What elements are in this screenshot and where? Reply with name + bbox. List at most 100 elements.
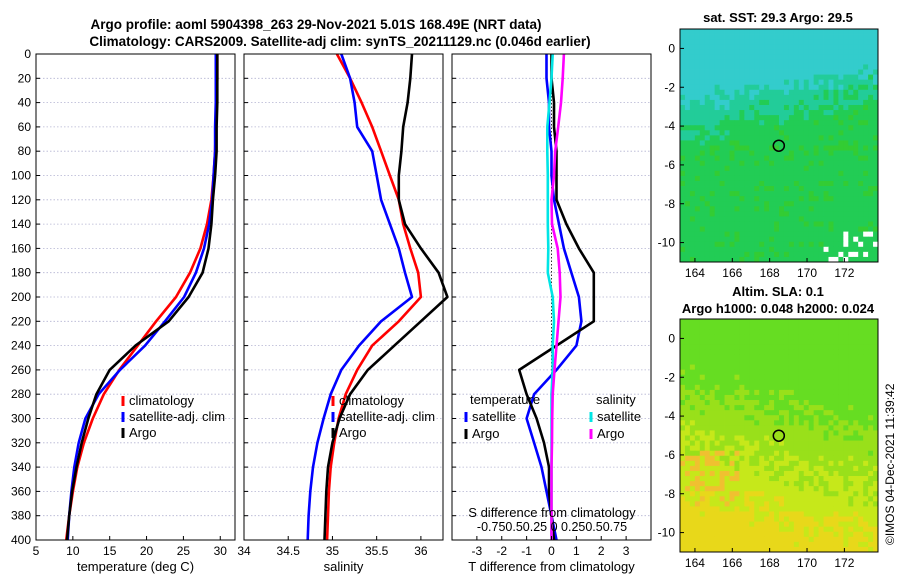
heatmap-cell bbox=[793, 491, 800, 497]
heatmap-cell bbox=[848, 160, 854, 167]
heatmap-cell bbox=[759, 246, 765, 253]
heatmap-cell bbox=[734, 84, 740, 91]
heatmap-cell bbox=[729, 400, 735, 406]
heatmap-cell bbox=[729, 155, 735, 162]
heatmap-cell bbox=[793, 180, 800, 187]
heatmap-cell bbox=[684, 99, 691, 106]
heatmap-cell bbox=[694, 94, 701, 101]
heatmap-cell bbox=[729, 69, 735, 75]
heatmap-cell bbox=[843, 201, 849, 207]
heatmap-cell bbox=[788, 541, 795, 548]
heatmap-cell bbox=[694, 521, 701, 528]
heatmap-cell bbox=[704, 344, 711, 350]
heatmap-cell bbox=[838, 34, 844, 40]
heatmap-cell bbox=[828, 339, 834, 345]
heatmap-cell bbox=[868, 206, 874, 212]
x-axis-label: T difference from climatology bbox=[468, 559, 635, 574]
heatmap-cell bbox=[843, 231, 849, 238]
heatmap-cell bbox=[813, 180, 819, 187]
heatmap-cell bbox=[803, 64, 810, 70]
heatmap-cell bbox=[863, 349, 869, 355]
heatmap-cell bbox=[734, 191, 740, 197]
heatmap-cell bbox=[689, 379, 696, 386]
heatmap-cell bbox=[793, 501, 800, 507]
heatmap-cell bbox=[739, 440, 745, 447]
heatmap-cell bbox=[689, 196, 696, 202]
heatmap-cell bbox=[838, 496, 844, 502]
heatmap-cell bbox=[828, 206, 834, 212]
heatmap-cell bbox=[813, 344, 819, 350]
heatmap-cell bbox=[684, 34, 691, 40]
heatmap-cell bbox=[769, 319, 775, 325]
heatmap-cell bbox=[709, 445, 716, 452]
heatmap-cell bbox=[823, 334, 829, 340]
heatmap-cell bbox=[709, 150, 716, 157]
map-subtitle: Argo h1000: 0.048 h2000: 0.024 bbox=[682, 301, 875, 316]
heatmap-cell bbox=[798, 216, 805, 222]
heatmap-cell bbox=[734, 44, 740, 50]
heatmap-cell bbox=[734, 150, 740, 157]
heatmap-cell bbox=[838, 175, 844, 182]
heatmap-cell bbox=[843, 389, 849, 396]
heatmap-cell bbox=[808, 430, 815, 436]
heatmap-cell bbox=[714, 450, 720, 457]
heatmap-cell bbox=[788, 400, 795, 406]
heatmap-cell bbox=[798, 445, 805, 452]
heatmap-cell bbox=[764, 379, 770, 386]
heatmap-cell bbox=[739, 256, 745, 263]
heatmap-cell bbox=[818, 511, 824, 517]
heatmap-cell bbox=[838, 420, 844, 426]
heatmap-cell bbox=[774, 354, 780, 360]
heatmap-cell bbox=[714, 236, 720, 243]
heatmap-cell bbox=[823, 251, 829, 258]
heatmap-cell bbox=[749, 125, 755, 131]
heatmap-cell bbox=[793, 140, 800, 146]
heatmap-cell bbox=[759, 394, 765, 401]
heatmap-cell bbox=[699, 196, 706, 202]
heatmap-cell bbox=[873, 531, 879, 538]
heatmap-cell bbox=[694, 110, 701, 116]
heatmap-cell bbox=[788, 374, 795, 381]
y-tick-label: 0 bbox=[668, 331, 675, 345]
heatmap-cell bbox=[719, 130, 725, 136]
heatmap-cell bbox=[774, 501, 780, 507]
heatmap-cell bbox=[798, 241, 805, 248]
heatmap-cell bbox=[838, 110, 844, 116]
heatmap-cell bbox=[788, 115, 795, 121]
heatmap-cell bbox=[828, 54, 834, 60]
heatmap-cell bbox=[843, 170, 849, 177]
heatmap-cell bbox=[774, 546, 780, 553]
heatmap-cell bbox=[788, 130, 795, 136]
heatmap-cell bbox=[774, 130, 780, 136]
heatmap-cell bbox=[788, 186, 795, 192]
heatmap-cell bbox=[769, 496, 775, 502]
heatmap-cell bbox=[779, 379, 785, 386]
heatmap-cell bbox=[754, 536, 760, 543]
heatmap-cell bbox=[754, 211, 760, 217]
heatmap-cell bbox=[783, 241, 790, 248]
heatmap-cell bbox=[873, 394, 879, 401]
heatmap-cell bbox=[813, 455, 819, 462]
heatmap-cell bbox=[798, 405, 805, 411]
heatmap-cell bbox=[833, 221, 839, 227]
heatmap-cell bbox=[838, 216, 844, 222]
heatmap-cell bbox=[744, 236, 750, 243]
heatmap-cell bbox=[833, 541, 839, 548]
y-tick-label: -8 bbox=[664, 197, 675, 211]
heatmap-cell bbox=[689, 496, 696, 502]
heatmap-cell bbox=[694, 196, 701, 202]
heatmap-cell bbox=[694, 251, 701, 258]
heatmap-cell bbox=[719, 349, 725, 355]
heatmap-cell bbox=[769, 170, 775, 177]
heatmap-cell bbox=[843, 400, 849, 406]
heatmap-cell bbox=[783, 470, 790, 477]
heatmap-cell bbox=[689, 526, 696, 533]
heatmap-cell bbox=[783, 236, 790, 243]
heatmap-cell bbox=[808, 79, 815, 86]
heatmap-cell bbox=[868, 231, 874, 238]
heatmap-cell bbox=[783, 125, 790, 131]
heatmap-cell bbox=[709, 186, 716, 192]
heatmap-cell bbox=[793, 349, 800, 355]
heatmap-cell bbox=[779, 486, 785, 492]
heatmap-cell bbox=[828, 196, 834, 202]
